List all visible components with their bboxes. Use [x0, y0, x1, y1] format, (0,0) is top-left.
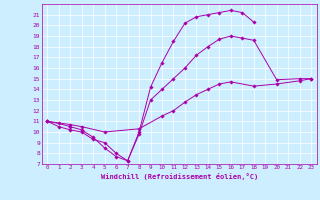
X-axis label: Windchill (Refroidissement éolien,°C): Windchill (Refroidissement éolien,°C) [100, 173, 258, 180]
